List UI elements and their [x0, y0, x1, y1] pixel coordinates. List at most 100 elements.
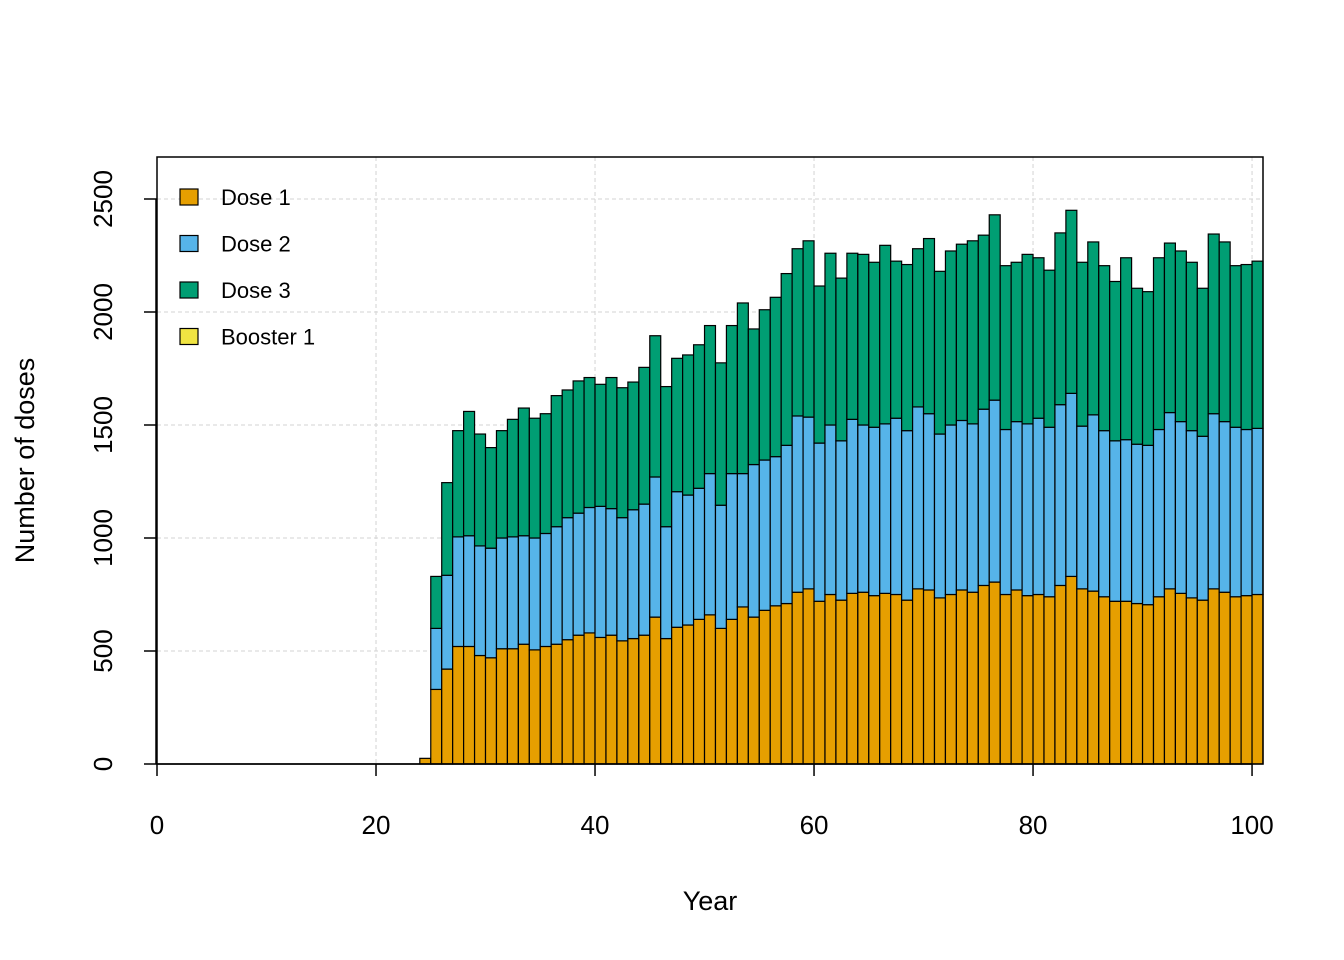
- bar-segment-dose-3: [966, 240, 979, 425]
- bar-segment-dose-2: [539, 532, 552, 648]
- bar-segment-dose-3: [473, 433, 487, 547]
- bar-segment-dose-2: [890, 417, 903, 596]
- bar-segment-dose-2: [911, 406, 925, 590]
- bar-segment-dose-2: [966, 423, 979, 593]
- legend-label: Booster 1: [221, 325, 315, 350]
- x-axis: 0 20 40 60 80 100: [150, 763, 1274, 840]
- bar-segment-dose-3: [616, 387, 629, 519]
- bar-segment-dose-2: [747, 463, 760, 618]
- bar-segment-dose-2: [1229, 426, 1242, 598]
- bar-segment-dose-2: [1032, 417, 1045, 596]
- bar-segment-dose-1: [846, 592, 859, 765]
- bar-segment-dose-1: [1163, 588, 1176, 765]
- bar-segment-dose-1: [988, 581, 1001, 765]
- y-axis-title: Number of doses: [10, 358, 40, 564]
- bar-segment-dose-2: [813, 442, 826, 602]
- bar-segment-dose-3: [944, 250, 957, 426]
- bar-segment-dose-3: [1043, 269, 1056, 428]
- bar-segment-dose-3: [649, 335, 662, 478]
- bar-segment-dose-3: [1021, 253, 1034, 425]
- bar-segment-dose-3: [857, 253, 870, 426]
- bar-segment-dose-1: [922, 589, 936, 765]
- bar-segment-dose-2: [561, 517, 574, 641]
- bar-segment-dose-1: [671, 626, 684, 765]
- bar-segment-dose-1: [517, 643, 530, 765]
- bar-segment-dose-2: [1251, 427, 1264, 596]
- bar-segment-dose-3: [1207, 233, 1220, 415]
- bar-segment-dose-2: [1021, 423, 1034, 597]
- bar-segment-dose-3: [583, 376, 596, 509]
- bar-segment-dose-3: [846, 252, 859, 420]
- bar-segment-dose-2: [572, 512, 585, 636]
- bar-segment-dose-3: [1076, 261, 1089, 427]
- bar-segment-dose-1: [911, 588, 925, 765]
- bar-segment-dose-3: [539, 413, 552, 535]
- bar-segment-dose-1: [1010, 589, 1023, 765]
- bar-segment-dose-2: [430, 627, 443, 691]
- bar-segment-dose-2: [649, 476, 662, 618]
- bar-segment-dose-3: [1163, 242, 1176, 414]
- bar-segment-dose-1: [528, 649, 541, 765]
- bar-segment-dose-1: [463, 645, 476, 765]
- bar-segment-dose-3: [506, 418, 519, 538]
- bar-segment-dose-1: [627, 637, 640, 765]
- bar-segment-dose-2: [999, 428, 1012, 596]
- bar-segment-dose-2: [605, 508, 618, 636]
- bar-segment-dose-2: [1185, 430, 1198, 599]
- bar-segment-dose-1: [966, 591, 979, 765]
- bar-segment-dose-1: [1130, 602, 1144, 765]
- bar-segment-dose-2: [714, 504, 728, 630]
- bar-segment-dose-3: [802, 240, 815, 418]
- bar-segment-dose-2: [725, 472, 738, 620]
- bars-layer: [419, 209, 1264, 765]
- bar-segment-dose-1: [868, 595, 881, 765]
- bar-segment-dose-2: [901, 430, 914, 601]
- bar-segment-dose-1: [813, 600, 826, 765]
- bar-segment-dose-2: [879, 423, 892, 594]
- bar-segment-dose-2: [922, 413, 936, 591]
- bar-segment-dose-3: [682, 354, 695, 496]
- bar-segment-dose-3: [1032, 257, 1045, 419]
- legend: Dose 1 Dose 2 Dose 3 Booster 1: [179, 185, 315, 350]
- bar-segment-dose-3: [528, 417, 541, 539]
- bar-segment-dose-2: [846, 418, 859, 594]
- bar-segment-dose-3: [703, 324, 717, 475]
- bar-segment-dose-2: [638, 503, 651, 636]
- bar-segment-dose-1: [999, 593, 1012, 765]
- bar-segment-dose-1: [1065, 575, 1078, 765]
- legend-swatch: [179, 281, 199, 299]
- bar-segment-dose-1: [473, 654, 487, 765]
- bar-segment-dose-2: [517, 535, 530, 645]
- bar-segment-dose-1: [649, 616, 662, 765]
- bar-segment-dose-1: [933, 597, 947, 765]
- bar-segment-dose-1: [692, 618, 706, 765]
- bar-segment-dose-2: [1163, 411, 1176, 590]
- bar-segment-dose-2: [703, 472, 717, 616]
- bar-segment-dose-2: [495, 537, 509, 650]
- bar-segment-dose-3: [1130, 287, 1144, 445]
- bar-segment-dose-1: [1087, 590, 1100, 765]
- bar-segment-dose-3: [988, 214, 1001, 401]
- bar-segment-dose-3: [452, 430, 465, 538]
- bar-segment-dose-1: [660, 637, 673, 765]
- bar-segment-dose-1: [1218, 591, 1231, 765]
- bar-segment-dose-3: [692, 344, 706, 489]
- bar-segment-dose-2: [463, 535, 476, 648]
- x-tick-label: 80: [1019, 810, 1048, 840]
- bar-segment-dose-3: [911, 248, 925, 408]
- bar-segment-dose-3: [1120, 257, 1133, 441]
- bar-segment-dose-3: [747, 328, 760, 466]
- bar-segment-dose-2: [616, 517, 629, 642]
- bar-segment-dose-2: [1141, 444, 1155, 606]
- bar-segment-dose-3: [1109, 280, 1122, 442]
- bar-segment-dose-2: [452, 536, 465, 648]
- y-tick-label: 1500: [88, 396, 118, 454]
- bar-segment-dose-3: [1054, 232, 1067, 406]
- bar-segment-dose-3: [933, 270, 947, 435]
- bar-segment-dose-2: [473, 545, 487, 657]
- bar-segment-dose-2: [824, 424, 837, 596]
- bar-segment-dose-2: [441, 574, 454, 670]
- bar-segment-dose-2: [780, 444, 793, 605]
- bar-segment-dose-2: [1120, 439, 1133, 602]
- bar-segment-dose-2: [1196, 435, 1209, 601]
